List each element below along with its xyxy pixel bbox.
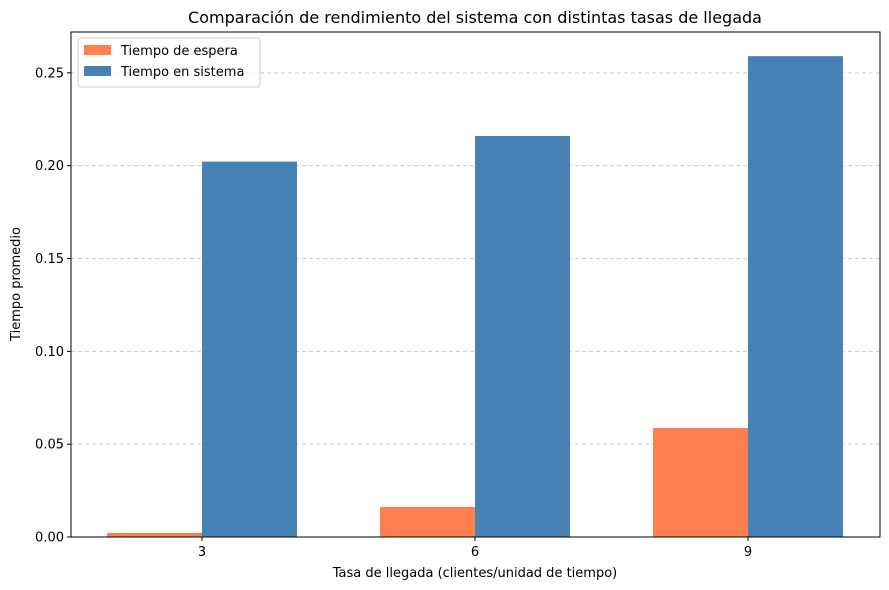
x-tick-label: 3 [198, 545, 206, 560]
y-tick-label: 0.10 [35, 345, 64, 360]
x-axis: 3 6 9 [198, 537, 752, 560]
y-axis: 0.00 0.05 0.10 0.15 0.20 0.25 [35, 66, 71, 546]
y-axis-label: Tiempo promedio [9, 227, 24, 342]
bar-tiempo-sistema-3 [202, 161, 297, 537]
bar-tiempo-espera-3 [107, 532, 202, 537]
y-tick-label: 0.15 [35, 252, 64, 267]
bar-tiempo-espera-9 [653, 428, 748, 537]
x-axis-label: Tasa de llegada (clientes/unidad de tiem… [332, 566, 617, 581]
legend: Tiempo de espera Tiempo en sistema [77, 37, 261, 88]
x-tick-label: 6 [471, 545, 479, 560]
y-tick-label: 0.20 [35, 159, 64, 174]
legend-swatch [84, 66, 111, 76]
bars [107, 56, 843, 538]
y-tick-label: 0.05 [35, 438, 64, 453]
legend-label: Tiempo de espera [120, 44, 238, 59]
bar-tiempo-sistema-6 [475, 135, 570, 537]
legend-label: Tiempo en sistema [120, 65, 244, 80]
x-tick-label: 9 [744, 545, 752, 560]
legend-swatch [84, 45, 111, 55]
bar-tiempo-sistema-9 [748, 56, 843, 538]
y-tick-label: 0.25 [35, 66, 64, 81]
chart-title: Comparación de rendimiento del sistema c… [188, 8, 762, 27]
y-tick-label: 0.00 [35, 531, 64, 546]
legend-box [77, 37, 261, 88]
bar-tiempo-espera-6 [380, 506, 475, 537]
